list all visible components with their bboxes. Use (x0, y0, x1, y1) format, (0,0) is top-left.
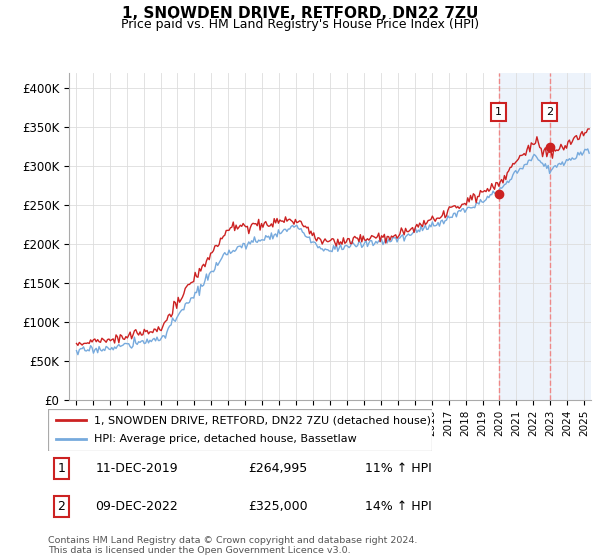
Text: HPI: Average price, detached house, Bassetlaw: HPI: Average price, detached house, Bass… (94, 435, 357, 445)
Text: 2: 2 (57, 500, 65, 513)
Text: 09-DEC-2022: 09-DEC-2022 (95, 500, 178, 513)
Text: 11% ↑ HPI: 11% ↑ HPI (365, 462, 431, 475)
Text: 14% ↑ HPI: 14% ↑ HPI (365, 500, 431, 513)
Text: 1: 1 (495, 107, 502, 117)
Text: Price paid vs. HM Land Registry's House Price Index (HPI): Price paid vs. HM Land Registry's House … (121, 18, 479, 31)
Text: 1: 1 (57, 462, 65, 475)
Text: 2: 2 (546, 107, 553, 117)
Text: Contains HM Land Registry data © Crown copyright and database right 2024.
This d: Contains HM Land Registry data © Crown c… (48, 536, 418, 556)
Text: £264,995: £264,995 (248, 462, 308, 475)
Text: 1, SNOWDEN DRIVE, RETFORD, DN22 7ZU: 1, SNOWDEN DRIVE, RETFORD, DN22 7ZU (122, 6, 478, 21)
Text: £325,000: £325,000 (248, 500, 308, 513)
Text: 11-DEC-2019: 11-DEC-2019 (95, 462, 178, 475)
Bar (499, 73, 591, 400)
Text: 1, SNOWDEN DRIVE, RETFORD, DN22 7ZU (detached house): 1, SNOWDEN DRIVE, RETFORD, DN22 7ZU (det… (94, 415, 431, 425)
